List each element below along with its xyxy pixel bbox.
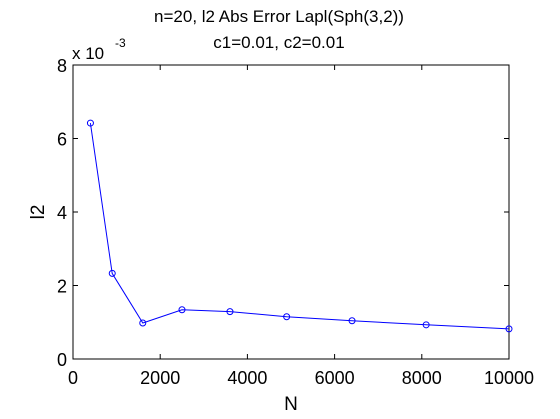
x-tick-label: 6000 [315, 368, 355, 388]
data-point [283, 313, 291, 321]
data-series [86, 119, 513, 333]
y-exponent-base: x 10 [72, 44, 104, 63]
axes-box [72, 64, 510, 360]
series-line [89, 123, 510, 330]
y-axis-label: l2 [28, 205, 49, 220]
y-tick-label: 4 [57, 203, 67, 223]
data-point [108, 269, 116, 277]
data-point [422, 321, 430, 329]
y-tick-label: 2 [57, 277, 67, 297]
data-point [348, 317, 356, 325]
chart-title-line1: n=20, l2 Abs Error Lapl(Sph(3,2)) [154, 7, 404, 26]
x-axis-ticks: 0 2000 4000 6000 8000 10000 [68, 65, 534, 388]
y-axis-ticks: 0 2 4 6 8 [57, 56, 509, 370]
y-exponent-power: -3 [115, 36, 126, 50]
data-point [139, 319, 147, 327]
x-tick-label: 10000 [484, 368, 534, 388]
data-point [86, 119, 94, 127]
plot-frame [72, 64, 510, 360]
x-tick-label: 0 [68, 368, 78, 388]
y-tick-label: 6 [57, 130, 67, 150]
x-tick-label: 4000 [227, 368, 267, 388]
x-axis-label: N [284, 394, 298, 415]
data-point [226, 308, 234, 316]
data-point [178, 306, 186, 314]
x-tick-label: 2000 [140, 368, 180, 388]
x-tick-label: 8000 [402, 368, 442, 388]
chart-title-line2: c1=0.01, c2=0.01 [213, 33, 344, 52]
y-tick-label: 8 [57, 56, 67, 76]
y-tick-label: 0 [57, 350, 67, 370]
data-point [505, 325, 513, 333]
